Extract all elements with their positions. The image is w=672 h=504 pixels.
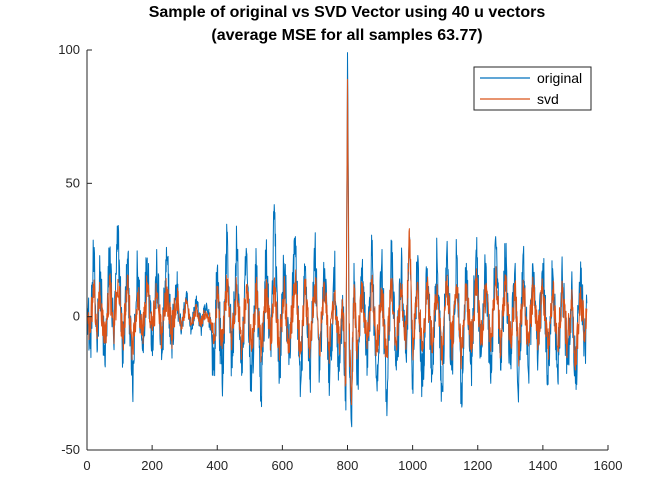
y-tick-label: 100 <box>58 42 80 57</box>
x-tick-label: 600 <box>272 458 294 473</box>
x-tick-label: 0 <box>83 458 90 473</box>
x-tick-label: 1000 <box>398 458 427 473</box>
x-tick-label: 1600 <box>594 458 623 473</box>
x-ticks: 0 200 400 600 800 1000 1200 1400 1600 <box>83 445 622 473</box>
legend-label-svd: svd <box>537 91 559 107</box>
series-svd <box>86 78 588 406</box>
chart-title-line1: Sample of original vs SVD Vector using 4… <box>149 4 546 21</box>
x-tick-label: 200 <box>141 458 163 473</box>
plot-area <box>86 52 588 428</box>
legend-box <box>473 66 592 111</box>
x-tick-label: 800 <box>337 458 359 473</box>
y-ticks: -50 0 50 100 <box>58 42 92 457</box>
y-tick-label: 0 <box>73 309 80 324</box>
series-line-svd <box>86 78 588 406</box>
legend-label-original: original <box>537 70 582 86</box>
x-tick-label: 1400 <box>528 458 557 473</box>
y-tick-label: -50 <box>61 442 80 457</box>
x-tick-label: 400 <box>206 458 228 473</box>
x-tick-label: 1200 <box>463 458 492 473</box>
y-tick-label: 50 <box>66 175 80 190</box>
chart-title-line2: (average MSE for all samples 63.77) <box>211 27 482 44</box>
legend: original svd <box>473 66 592 111</box>
